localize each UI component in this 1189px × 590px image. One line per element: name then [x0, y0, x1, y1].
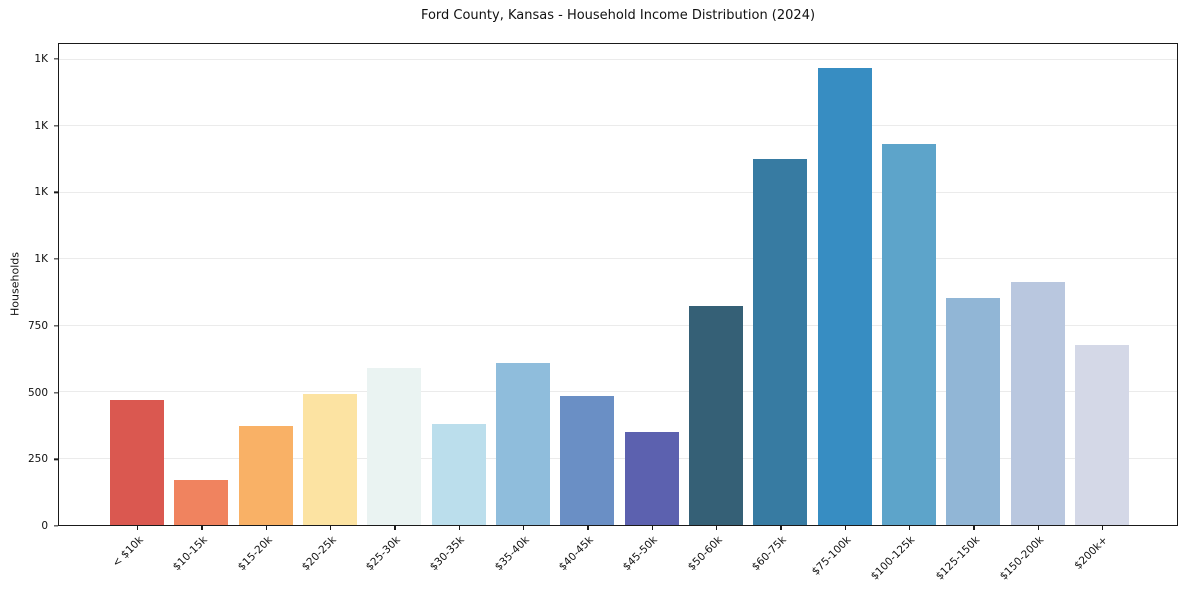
y-tick-mark — [53, 125, 58, 127]
chart-title: Ford County, Kansas - Household Income D… — [420, 8, 816, 23]
x-tick-mark — [330, 526, 332, 530]
y-tick-label: 1K — [34, 53, 48, 66]
bar-slot-10: $50-60k — [684, 44, 748, 573]
bar-slot-9: $45-50k — [620, 44, 684, 573]
bar-slot-3: $15-20k — [234, 44, 298, 573]
bar-8 — [560, 396, 615, 525]
bar-slot-6: $30-35k — [427, 44, 491, 573]
y-tick-label: 1K — [34, 186, 48, 199]
y-tick-label: 0 — [41, 520, 48, 532]
bar-2 — [174, 480, 229, 525]
x-tick-label: $75-100k — [809, 534, 854, 578]
bar-12 — [817, 67, 872, 525]
y-tick-mark — [53, 191, 58, 194]
x-tick-label: $40-45k — [556, 534, 596, 574]
y-tick-label: 1K — [34, 119, 48, 132]
bar-15 — [1010, 282, 1065, 525]
x-tick-label: $150-200k — [997, 534, 1047, 583]
x-tick-label: $30-35k — [428, 534, 468, 574]
x-tick-label: $50-60k — [685, 534, 725, 574]
y-tick-label: 1K — [34, 253, 48, 266]
x-tick-mark — [1101, 526, 1104, 530]
x-tick-mark — [780, 526, 782, 530]
x-tick-mark — [651, 526, 653, 530]
plot-area: < $10k $10-15k $15-20k $20-25k $25-30k $30-35… — [58, 43, 1178, 583]
y-tick-mark — [53, 325, 58, 327]
y-axis-ticks: 0 250 500 750 1K 1K 1K 1K — [0, 43, 58, 532]
x-tick-label: $100-125k — [868, 534, 918, 583]
x-tick-label: $45-50k — [621, 534, 661, 574]
x-tick-mark — [973, 526, 975, 530]
bar-slot-15: $150-200k — [997, 44, 1069, 583]
bar-11 — [753, 158, 808, 525]
x-tick-label: < $10k — [110, 534, 146, 570]
bar-9 — [624, 432, 679, 525]
bar-6 — [431, 424, 486, 525]
bar-slot-11: $60-75k — [748, 44, 812, 573]
y-tick-mark — [53, 258, 58, 260]
x-tick-mark — [265, 526, 268, 530]
bar-13 — [881, 143, 936, 525]
y-tick-label: 250 — [27, 453, 48, 466]
bar-1 — [110, 400, 165, 525]
bar-16 — [1074, 345, 1129, 525]
y-tick-mark — [53, 391, 58, 394]
x-tick-mark — [137, 526, 139, 530]
bar-slot-14: $125-150k — [933, 44, 1005, 583]
y-tick-mark — [53, 458, 58, 460]
x-tick-mark — [201, 526, 203, 530]
x-tick-label: $35-40k — [492, 534, 532, 574]
gridline-1500 — [59, 125, 1177, 127]
bars-row: < $10k $10-15k $15-20k $20-25k $25-30k $30-35… — [105, 44, 1134, 583]
bar-3 — [238, 426, 293, 525]
x-tick-mark — [715, 526, 718, 530]
x-tick-label: $15-20k — [235, 534, 275, 574]
y-tick-mark — [53, 525, 58, 527]
x-tick-mark — [844, 526, 846, 530]
y-tick-mark — [53, 58, 58, 60]
x-tick-label: $125-150k — [933, 534, 982, 583]
bar-slot-12: $75-100k — [809, 44, 876, 578]
x-tick-label: $200k+ — [1072, 534, 1111, 572]
bar-10 — [688, 306, 743, 525]
x-tick-mark — [1037, 526, 1039, 530]
x-tick-mark — [908, 526, 911, 530]
bar-7 — [496, 362, 551, 525]
y-tick-label: 500 — [27, 386, 48, 399]
gridline-500 — [59, 391, 1177, 393]
x-tick-label: $60-75k — [749, 534, 789, 574]
gridline-750 — [59, 324, 1177, 326]
bar-14 — [946, 297, 1001, 525]
gridline-250 — [59, 457, 1177, 459]
bar-slot-4: $20-25k — [298, 44, 362, 573]
bar-5 — [367, 367, 422, 525]
bar-slot-8: $40-45k — [555, 44, 619, 573]
y-tick-label: 750 — [27, 319, 48, 332]
x-tick-mark — [587, 526, 589, 530]
x-tick-mark — [458, 526, 461, 530]
bar-slot-2: $10-15k — [169, 44, 233, 573]
bar-slot-5: $25-30k — [362, 44, 426, 573]
bar-4 — [303, 393, 358, 525]
gridline-1750 — [59, 58, 1177, 60]
x-tick-label: $10-15k — [170, 534, 210, 574]
x-tick-label: $25-30k — [363, 534, 403, 574]
x-tick-mark — [394, 526, 396, 530]
bar-slot-13: $100-125k — [869, 44, 941, 583]
x-tick-mark — [523, 526, 525, 530]
bar-slot-16: $200k+ — [1070, 44, 1134, 572]
bar-slot-7: $35-40k — [491, 44, 555, 573]
gridline-1250 — [59, 191, 1177, 193]
bar-slot-1: < $10k — [105, 44, 169, 570]
x-tick-label: $20-25k — [299, 534, 339, 574]
gridline-1000 — [59, 258, 1177, 260]
